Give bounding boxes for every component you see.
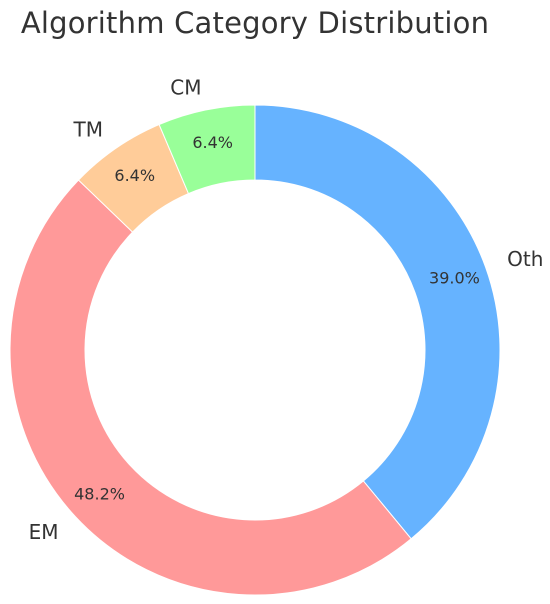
donut-labels: 39.0% Oth 48.2% EM 6.4% TM 6.4% CM [29, 75, 544, 544]
slice-cm [158, 104, 256, 195]
donut-slices [9, 104, 501, 596]
category-label-oth: Oth [507, 247, 543, 271]
category-label-tm: TM [72, 117, 102, 141]
value-label-tm: 6.4% [114, 166, 155, 185]
value-label-cm: 6.4% [192, 133, 233, 152]
category-label-cm: CM [170, 75, 201, 99]
value-label-em: 48.2% [74, 485, 125, 504]
category-label-em: EM [29, 520, 59, 544]
slice-em [9, 179, 412, 596]
chart-title: Algorithm Category Distribution [20, 6, 490, 40]
value-label-oth: 39.0% [429, 269, 480, 288]
slice-oth [254, 104, 501, 540]
